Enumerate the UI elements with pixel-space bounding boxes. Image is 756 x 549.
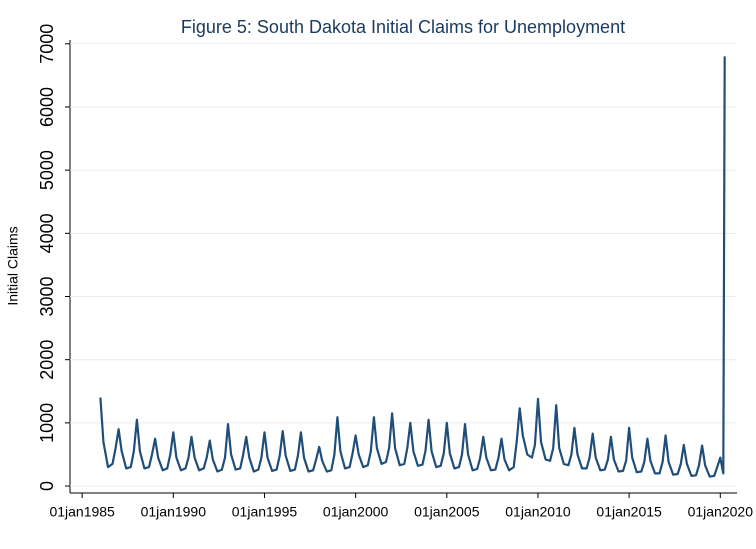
x-tick-label: 01jan1995 [232,504,298,520]
x-tick-label: 01jan2005 [414,504,480,520]
y-tick-label: 1000 [37,403,57,443]
x-tick-label: 01jan1985 [49,504,115,520]
y-tick-label: 4000 [37,213,57,253]
x-tick-label: 01jan2015 [596,504,662,520]
y-tick-label: 2000 [37,340,57,380]
y-tick-label: 6000 [37,87,57,127]
x-tick-label: 01jan2010 [505,504,571,520]
y-tick-label: 5000 [37,150,57,190]
x-tick-label: 01jan2000 [323,504,389,520]
x-tick-label: 01jan1990 [141,504,207,520]
chart-title: Figure 5: South Dakota Initial Claims fo… [181,17,625,37]
y-tick-label: 7000 [37,24,57,64]
y-axis-label: Initial Claims [5,226,21,305]
x-tick-label: 01jan2020 [688,504,754,520]
y-tick-label: 3000 [37,276,57,316]
data-line [99,56,726,478]
y-tick-label: 0 [37,481,57,491]
